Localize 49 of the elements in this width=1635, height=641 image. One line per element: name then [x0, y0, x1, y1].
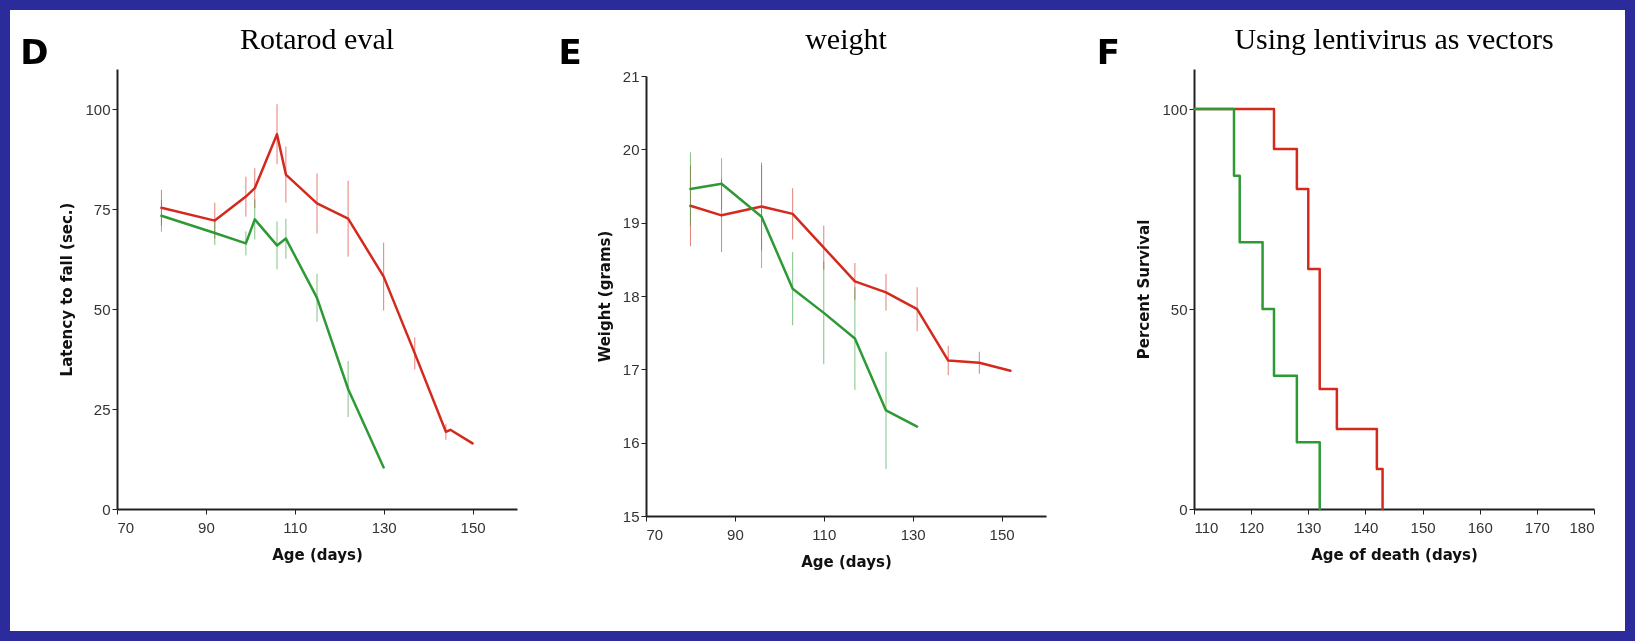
x-axis-title: Age of death (days): [1310, 545, 1478, 564]
text: D: [20, 32, 49, 72]
chart-title: Using lentivirus as vectors: [1234, 22, 1554, 55]
chart-title: Rotarod eval: [240, 22, 395, 55]
text: E: [558, 32, 582, 72]
x-tick-label: 130: [371, 518, 397, 536]
y-tick-label: 17: [623, 360, 640, 378]
y-axis-title: Percent Survival: [1135, 219, 1154, 360]
y-axis-title: Latency to fall (sec.): [58, 202, 77, 377]
y-tick-label: 100: [85, 100, 111, 118]
line-series: [160, 132, 474, 445]
x-tick-label: 120: [1238, 518, 1264, 536]
x-tick-label: 170: [1524, 518, 1550, 536]
y-tick-label: 19: [623, 214, 640, 232]
line-series: [160, 214, 386, 469]
x-tick-label: 70: [117, 518, 135, 536]
y-tick-label: 20: [623, 140, 640, 158]
text: F: [1096, 32, 1121, 72]
y-tick-label: 100: [1162, 100, 1188, 118]
x-tick-label: 130: [901, 525, 927, 543]
x-axis-title: Age (days): [801, 552, 893, 571]
y-tick-label: 0: [102, 500, 111, 518]
x-tick-label: 150: [990, 525, 1016, 543]
y-axis-title: Weight (grams): [596, 230, 615, 363]
y-tick-label: 25: [93, 400, 111, 418]
x-tick-label: 110: [283, 518, 308, 536]
x-tick-label: 150: [460, 518, 486, 536]
x-tick-label: 180: [1569, 518, 1595, 536]
x-tick-label: 90: [727, 525, 745, 543]
line-series: [689, 182, 919, 428]
y-tick-label: 0: [1178, 500, 1188, 518]
line-series: [689, 204, 1013, 373]
y-tick-label: 75: [93, 200, 111, 218]
y-tick-label: 21: [623, 67, 640, 85]
x-tick-label: 110: [812, 525, 837, 543]
x-tick-label: 110: [1194, 518, 1219, 536]
chart-title: weight: [805, 22, 888, 55]
x-axis-title: Age (days): [272, 545, 363, 564]
x-tick-label: 160: [1467, 518, 1493, 536]
y-tick-label: 50: [93, 300, 111, 318]
y-tick-label: 15: [623, 507, 640, 525]
x-tick-label: 70: [646, 525, 664, 543]
y-tick-label: 50: [1170, 300, 1188, 318]
y-tick-label: 16: [623, 434, 640, 452]
y-tick-label: 18: [623, 287, 640, 305]
x-tick-label: 150: [1410, 518, 1436, 536]
x-tick-label: 90: [198, 518, 215, 536]
x-tick-label: 130: [1296, 518, 1322, 536]
x-tick-label: 140: [1353, 518, 1379, 536]
